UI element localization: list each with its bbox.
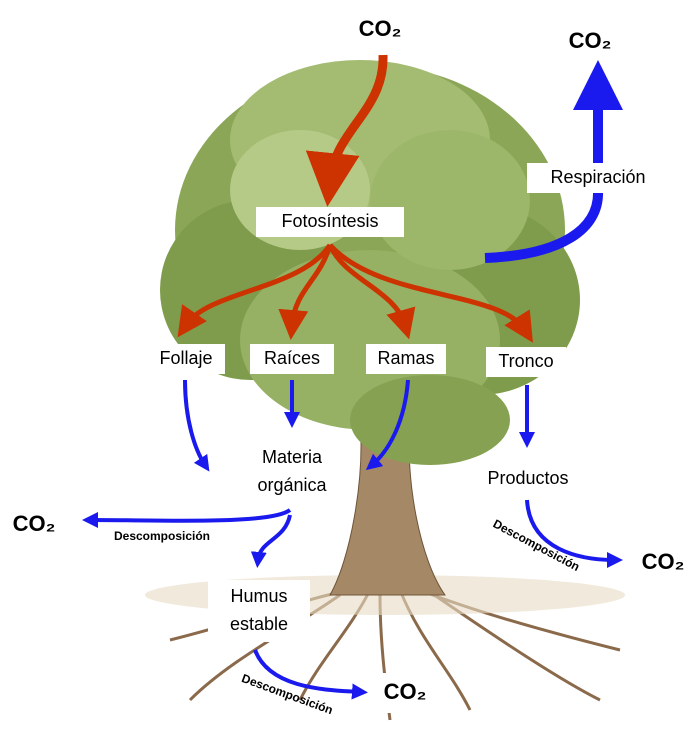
co2-label: CO₂ (642, 549, 685, 574)
pool-label: Follaje (159, 348, 212, 368)
process-label: Descomposición (491, 517, 582, 574)
co2-label: CO₂ (13, 511, 56, 536)
process-label: Fotosíntesis (281, 211, 378, 231)
pool-label: Tronco (498, 351, 553, 371)
pool-label: Materia (262, 447, 323, 467)
canopy (160, 60, 580, 465)
pool-label: Humus (230, 586, 287, 606)
process-label: Respiración (550, 167, 645, 187)
pool-label: Raíces (264, 348, 320, 368)
pool-label: estable (230, 614, 288, 634)
arrows (82, 54, 623, 700)
labels: CO₂ CO₂ Respiración Fotosíntesis Follaje… (13, 16, 685, 717)
co2-label: CO₂ (359, 16, 402, 41)
pool-label: orgánica (257, 475, 327, 495)
process-label: Descomposición (114, 529, 210, 543)
co2-label: CO₂ (384, 679, 427, 704)
pool-label: Productos (487, 468, 568, 488)
pool-label: Ramas (377, 348, 434, 368)
co2-label: CO₂ (569, 28, 612, 53)
process-label: Descomposición (240, 671, 335, 717)
